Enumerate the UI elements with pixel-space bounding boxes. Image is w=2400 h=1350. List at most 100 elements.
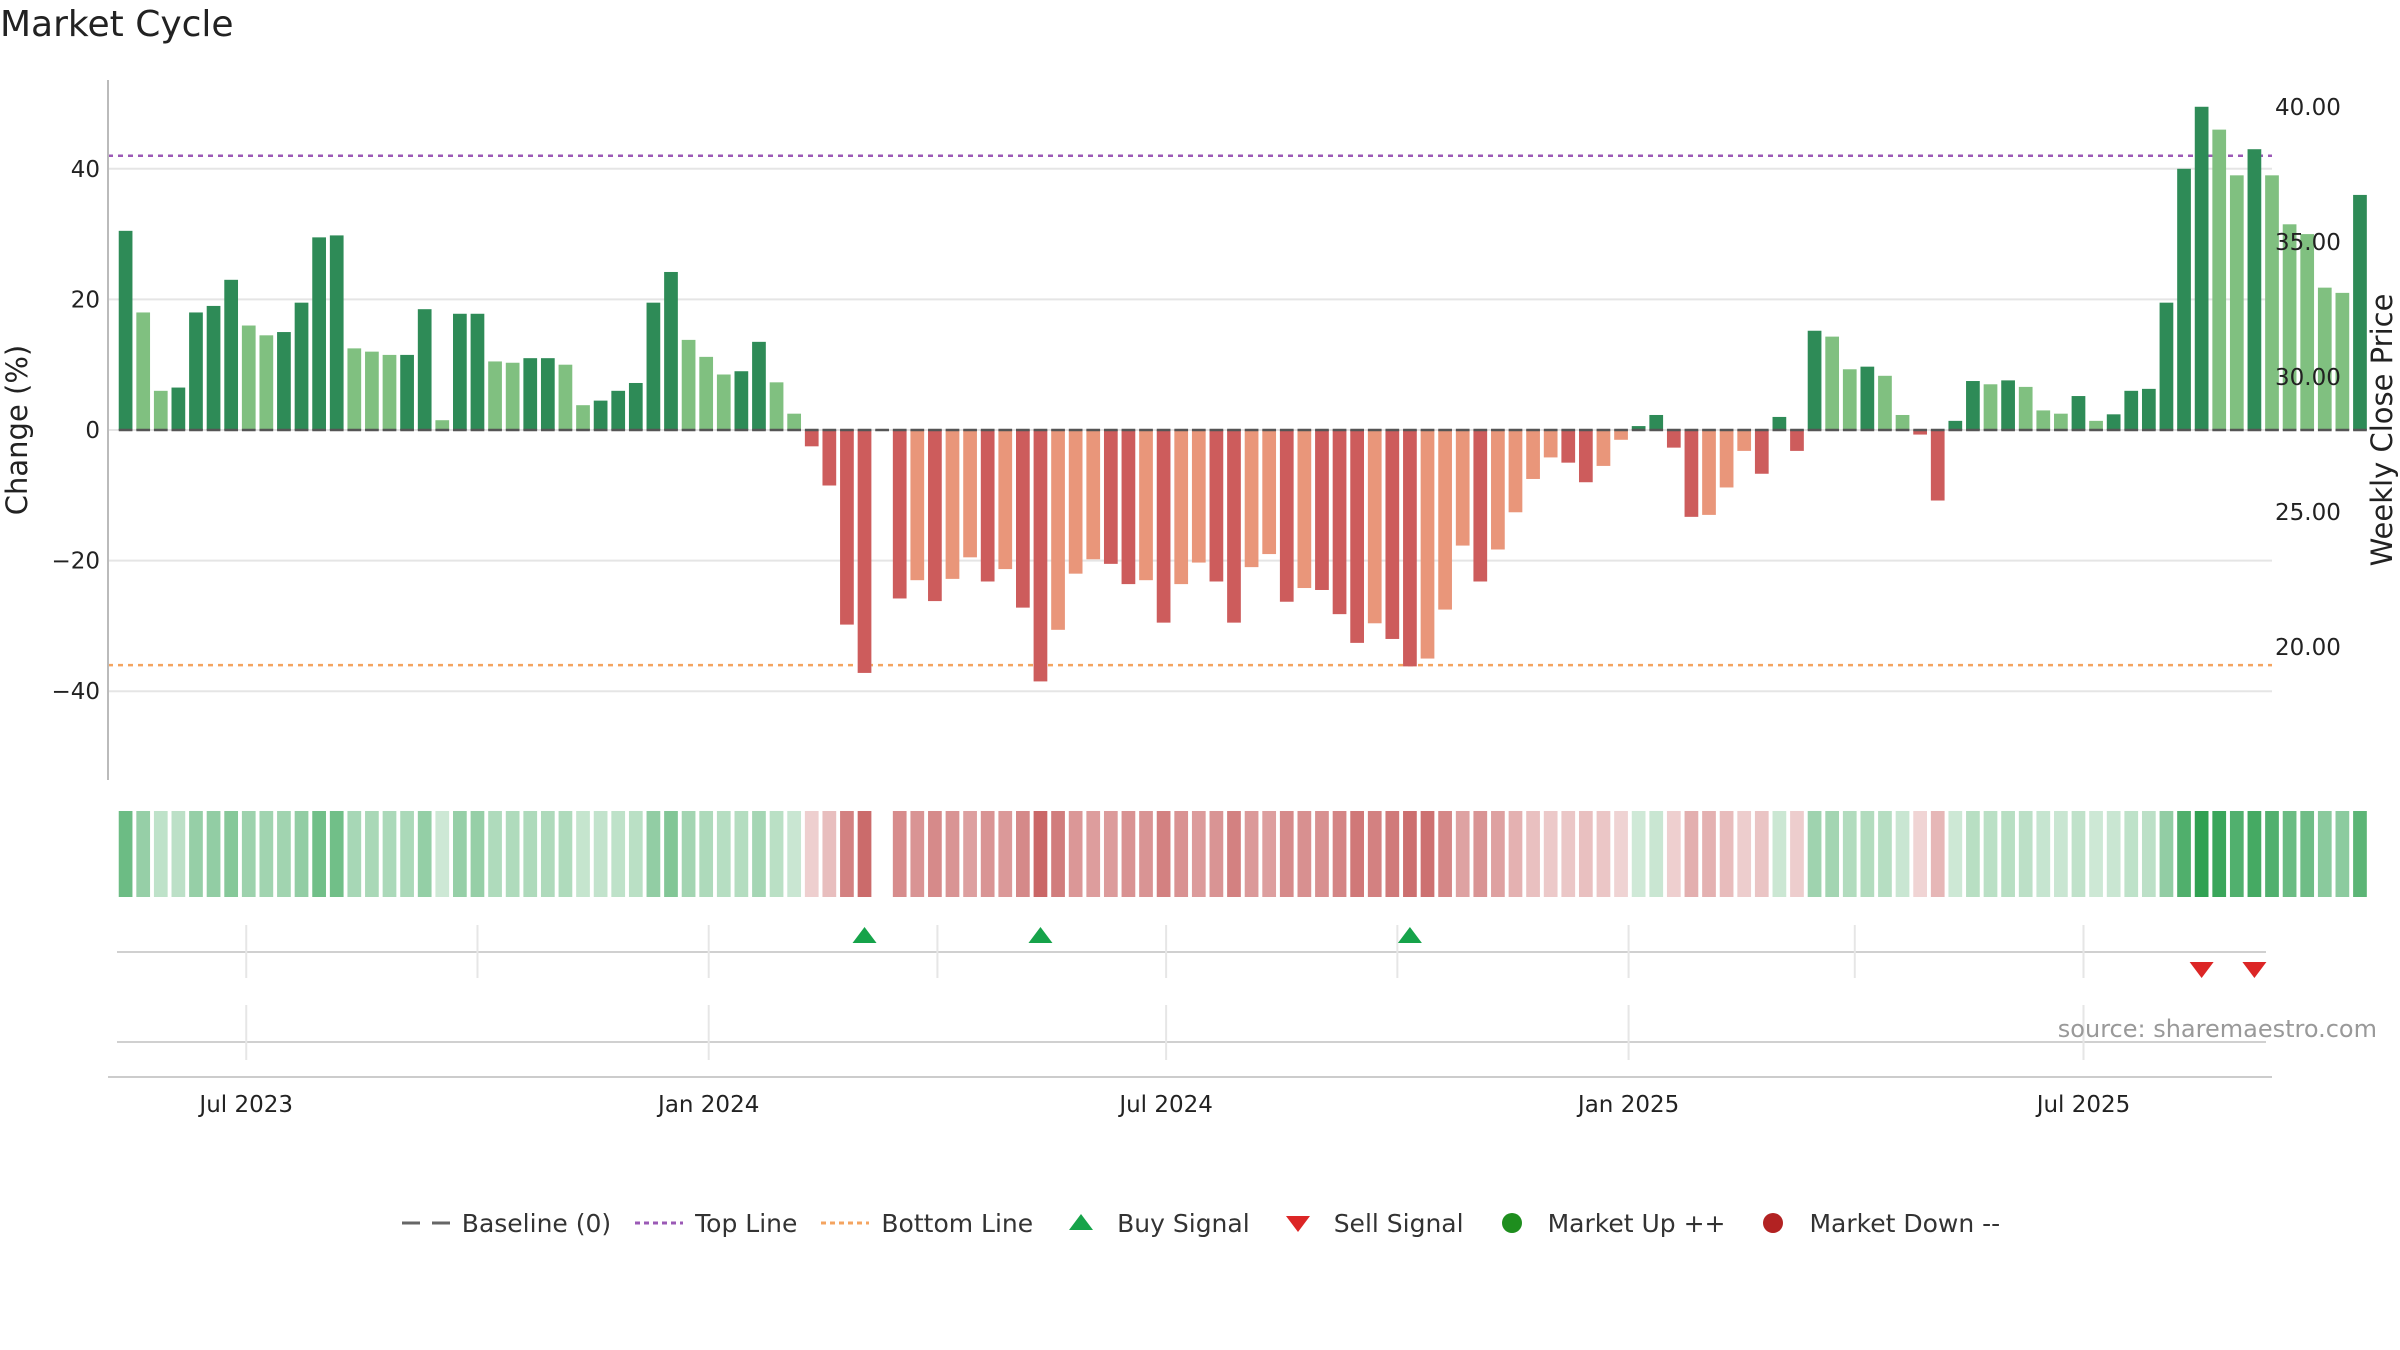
heat-cell: [1772, 811, 1787, 897]
heat-cell: [1543, 811, 1558, 897]
bar: [329, 235, 344, 430]
heat-cell: [945, 811, 960, 897]
bar: [681, 339, 696, 430]
bar: [1227, 430, 1241, 623]
dot-green-icon: [1501, 1213, 1522, 1233]
bar: [2018, 386, 2033, 430]
bar: [576, 405, 590, 430]
bar: [1438, 430, 1452, 610]
heat-cell: [540, 811, 555, 897]
heat-cell: [963, 811, 977, 897]
bar: [382, 354, 397, 430]
source-note: source: sharemaestro.com: [2057, 1015, 2377, 1043]
heat-cell: [2229, 811, 2244, 897]
bar: [558, 364, 573, 430]
bar: [1121, 430, 1136, 585]
bar: [998, 430, 1013, 570]
bar: [365, 351, 379, 430]
heat-cell: [153, 811, 168, 897]
heat-cell: [1227, 811, 1241, 897]
heat-cell: [628, 811, 643, 897]
heat-cell: [2194, 811, 2209, 897]
heat-cell: [435, 811, 450, 897]
grid-layer: [108, 167, 2272, 693]
bar: [400, 354, 414, 430]
bar: [2282, 224, 2297, 430]
heat-cell: [646, 811, 661, 897]
heat-cell: [400, 811, 414, 897]
heat-cell: [277, 811, 291, 897]
y-tick-label: 40: [71, 157, 100, 183]
bar: [2335, 292, 2350, 430]
heat-cell: [1156, 811, 1171, 897]
legend-item: Market Down --: [1747, 1208, 2000, 1238]
bar: [1983, 384, 1998, 430]
heat-cell: [769, 811, 784, 897]
heat-cell: [593, 811, 608, 897]
heat-cell: [1139, 811, 1153, 897]
heat-cell: [1649, 811, 1664, 897]
bar: [1702, 430, 1716, 515]
heat-cell: [2177, 811, 2191, 897]
heat-cell: [241, 811, 256, 897]
bar: [189, 312, 203, 430]
legend-item: Sell Signal: [1272, 1208, 1464, 1238]
bar: [2106, 414, 2121, 430]
bar: [1262, 430, 1277, 555]
legend-label: Market Up ++: [1547, 1208, 1726, 1238]
bar: [241, 325, 256, 430]
heat-cell: [1315, 811, 1329, 897]
heat-cell: [1737, 811, 1752, 897]
x-tick-label: Jul 2025: [2035, 1092, 2131, 1118]
bar: [1086, 430, 1101, 560]
heat-cell: [1068, 811, 1083, 897]
bar: [752, 341, 766, 430]
bar: [1103, 430, 1118, 564]
heat-cell: [980, 811, 995, 897]
heat-cell: [2335, 811, 2350, 897]
heat-cell: [611, 811, 626, 897]
heat-cell: [910, 811, 925, 897]
bar: [716, 374, 731, 430]
bar: [1403, 430, 1417, 667]
dash-line-icon: [401, 1221, 450, 1225]
y2-tick-label: 20.00: [2275, 635, 2341, 661]
heat-cell: [2282, 811, 2297, 897]
bar: [1825, 336, 1840, 430]
bar: [1649, 414, 1664, 430]
heat-cell: [716, 811, 731, 897]
heat-cell: [1948, 811, 1963, 897]
bar: [1491, 430, 1505, 550]
bar: [2141, 388, 2156, 430]
heat-cell: [523, 811, 538, 897]
bar: [1543, 430, 1558, 458]
heat-cell: [1051, 811, 1065, 897]
buy-signal-marker: [1397, 927, 1422, 943]
axes: −40 −20 0 20 40 20.00 25.00 30.00 35.00 40.00 Jul …: [51, 80, 2341, 1118]
y2-tick-label: 40.00: [2275, 95, 2341, 121]
bar: [664, 271, 678, 430]
heat-cell: [1033, 811, 1048, 897]
bar: [1860, 366, 1875, 430]
bar: [1772, 416, 1787, 430]
bar: [1684, 430, 1699, 517]
heat-cell: [2071, 811, 2086, 897]
heat-cell: [1631, 811, 1646, 897]
heat-cell: [136, 811, 151, 897]
heat-cell: [1790, 811, 1804, 897]
heat-cell: [1860, 811, 1875, 897]
heat-cell: [1983, 811, 1998, 897]
heat-cell: [1403, 811, 1417, 897]
dotted-purple-icon: [635, 1221, 684, 1225]
bar: [1508, 430, 1523, 513]
bar: [1244, 430, 1259, 568]
bar: [1209, 430, 1224, 582]
heat-cell: [2141, 811, 2156, 897]
heat-cell: [470, 811, 485, 897]
heat-cell: [1913, 811, 1927, 897]
bar: [470, 313, 485, 430]
signal-panel: [117, 925, 2267, 1060]
heat-cell: [576, 811, 590, 897]
heat-cell: [1614, 811, 1628, 897]
heat-cell: [1086, 811, 1101, 897]
